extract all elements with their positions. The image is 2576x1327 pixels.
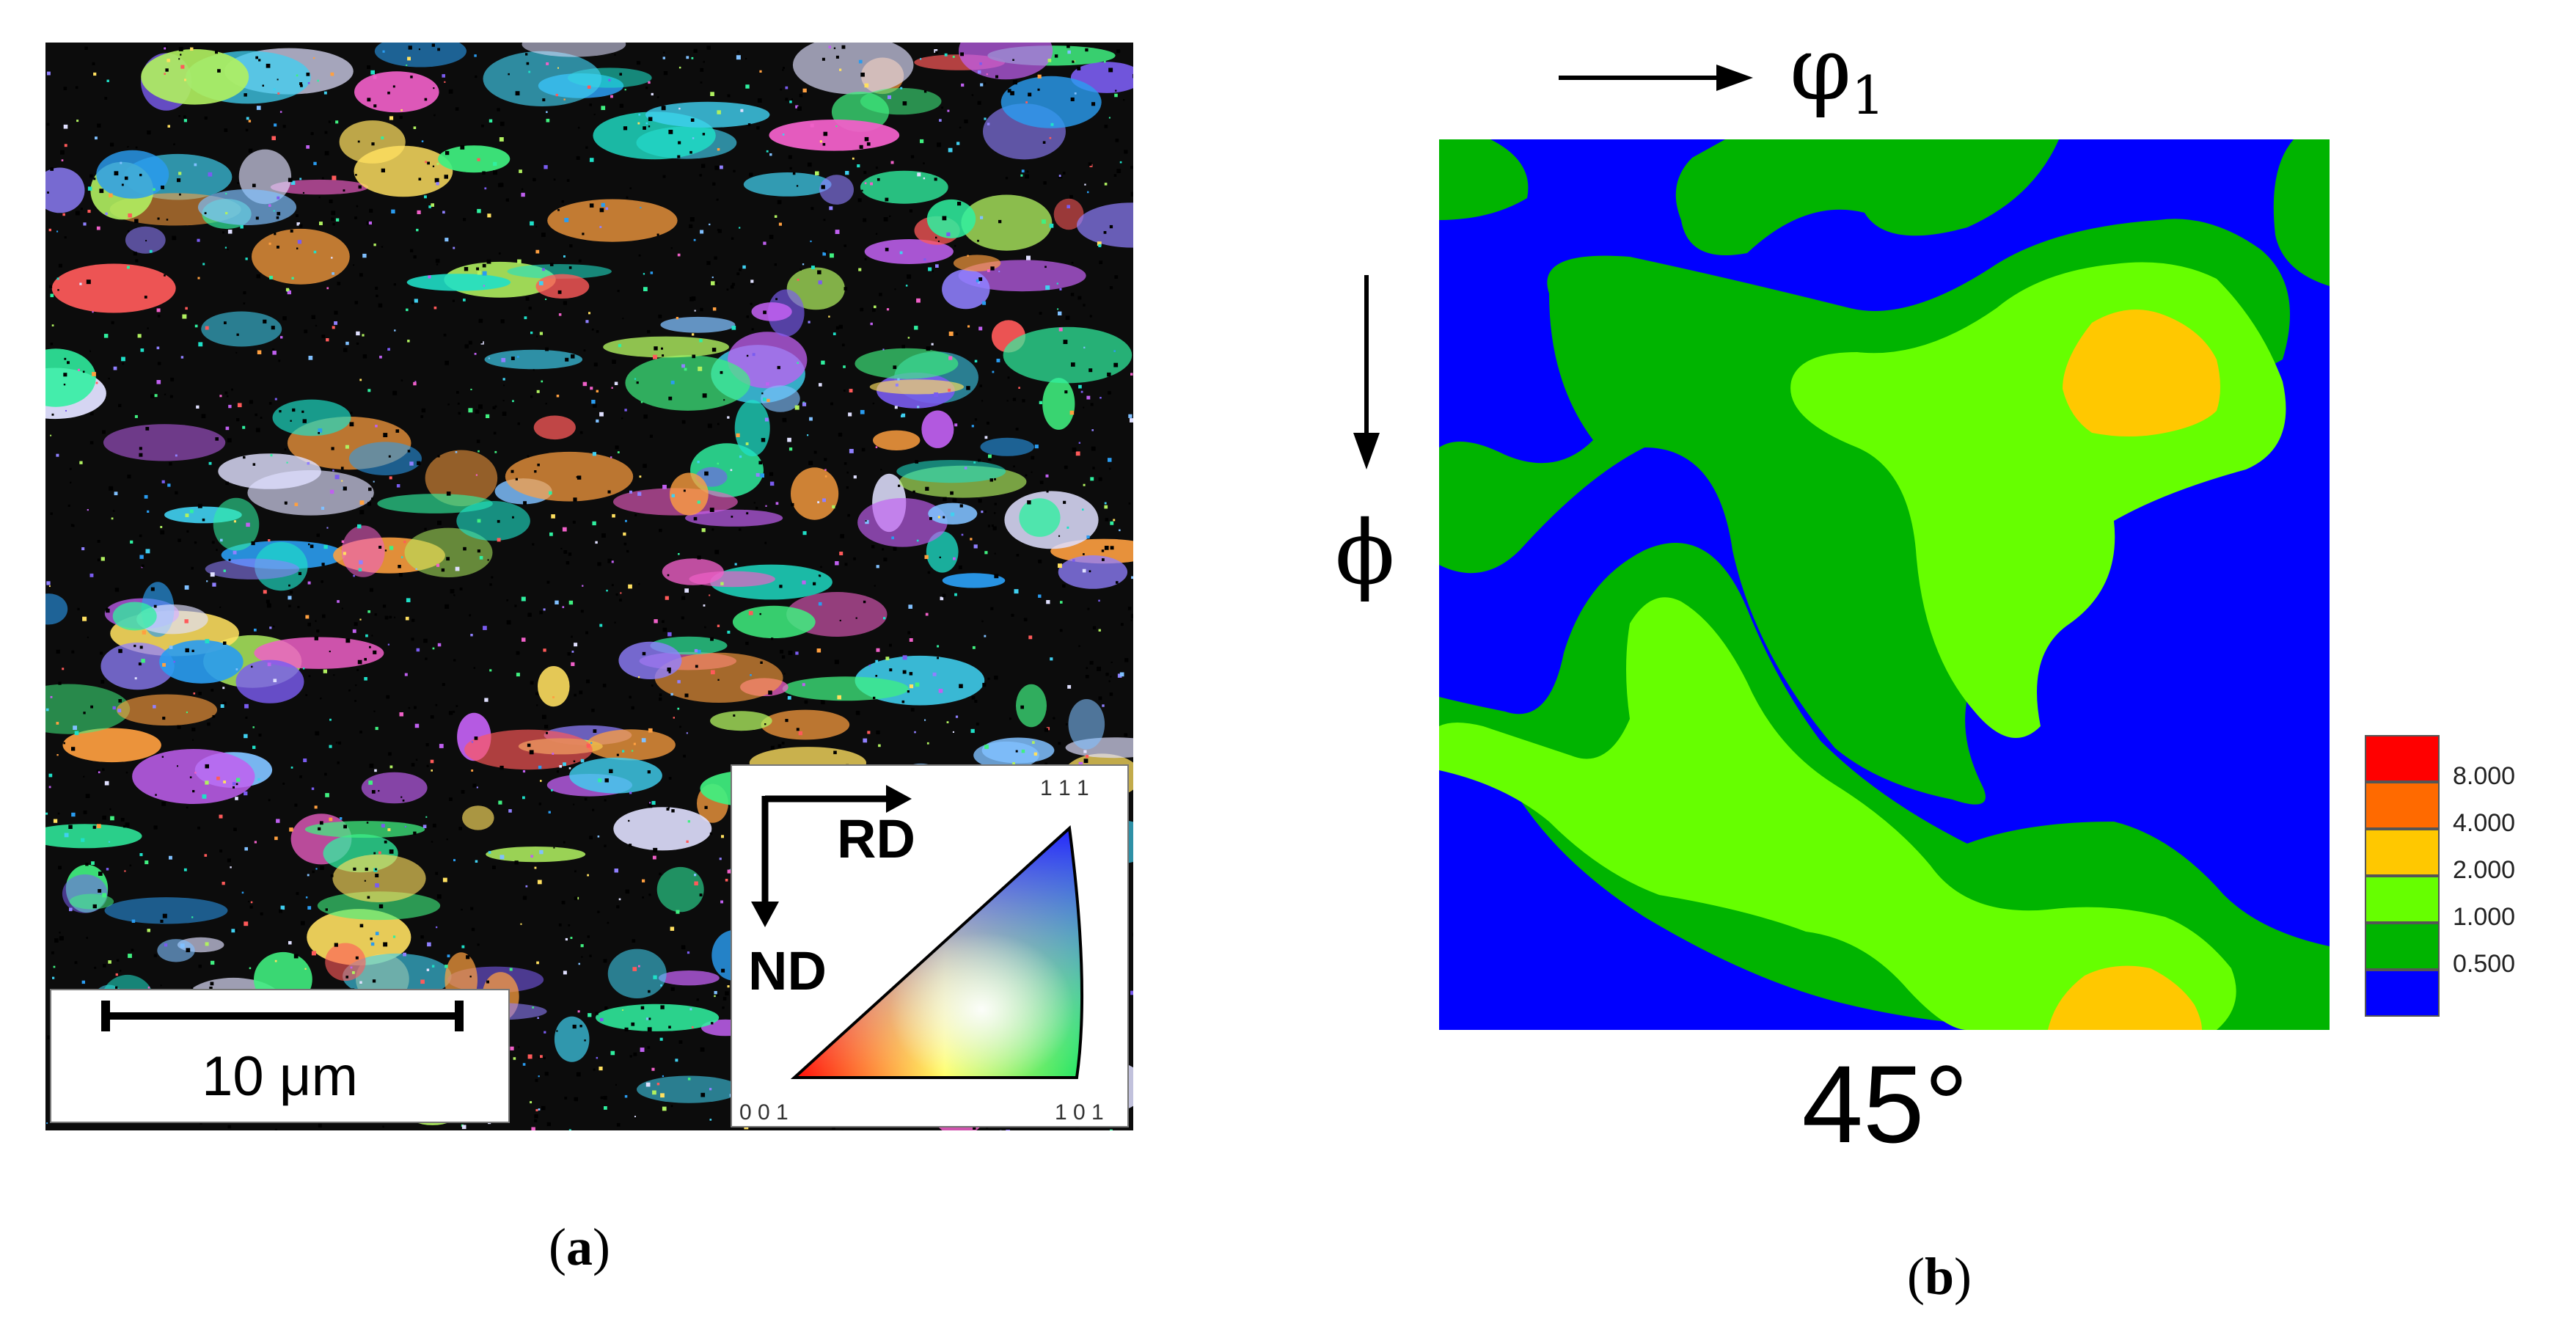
ipf-corner-001: 0 0 1 [739,1100,788,1125]
legend-swatch [2365,782,2440,829]
ipf-triangle-legend: RD ND 0 0 1 1 0 1 1 1 1 [739,776,1104,1125]
odf-peak-upper-right [2063,310,2220,436]
odf-contour-2-lower [1439,597,2236,1030]
odf-section-angle: 45° [1801,1042,1969,1166]
odf-contour-top-band [1675,139,2059,255]
scale-bar-box: 10 μm [50,989,510,1123]
legend-value: 0.500 [2453,950,2516,978]
panel-a-caption: (a) [549,1218,610,1276]
scale-bar-label: 10 μm [202,1045,358,1108]
legend-value: 8.000 [2453,762,2516,790]
legend-swatch [2365,735,2440,782]
ebsd-orientation-map: 10 μm [45,43,1133,1130]
odf-peak-bottom [2048,965,2202,1030]
legend-value: 4.000 [2453,809,2516,837]
ipf-corner-101: 1 0 1 [1055,1100,1104,1125]
legend-swatch [2365,923,2440,970]
legend-swatch [2365,876,2440,923]
odf-contour-top-right [2273,139,2330,286]
axis-phi1-label: φ1 [1790,18,1885,127]
nd-label: ND [748,940,827,1001]
odf-contour-plot [1439,139,2330,1030]
rd-label: RD [837,808,915,869]
axis-phi-label: ϕ [1335,502,1395,604]
legend-value: 2.000 [2453,856,2516,884]
legend-value: 1.000 [2453,903,2516,931]
odf-contour-top-left [1439,139,1529,220]
scale-bar [101,1001,464,1031]
legend-swatch [2365,829,2440,876]
ipf-corner-111: 1 1 1 [1040,776,1089,800]
ipf-color-key: RD ND 0 0 1 1 0 1 1 1 1 [731,764,1129,1127]
legend-swatch [2365,970,2440,1017]
panel-b-caption: (b) [1907,1247,1972,1306]
